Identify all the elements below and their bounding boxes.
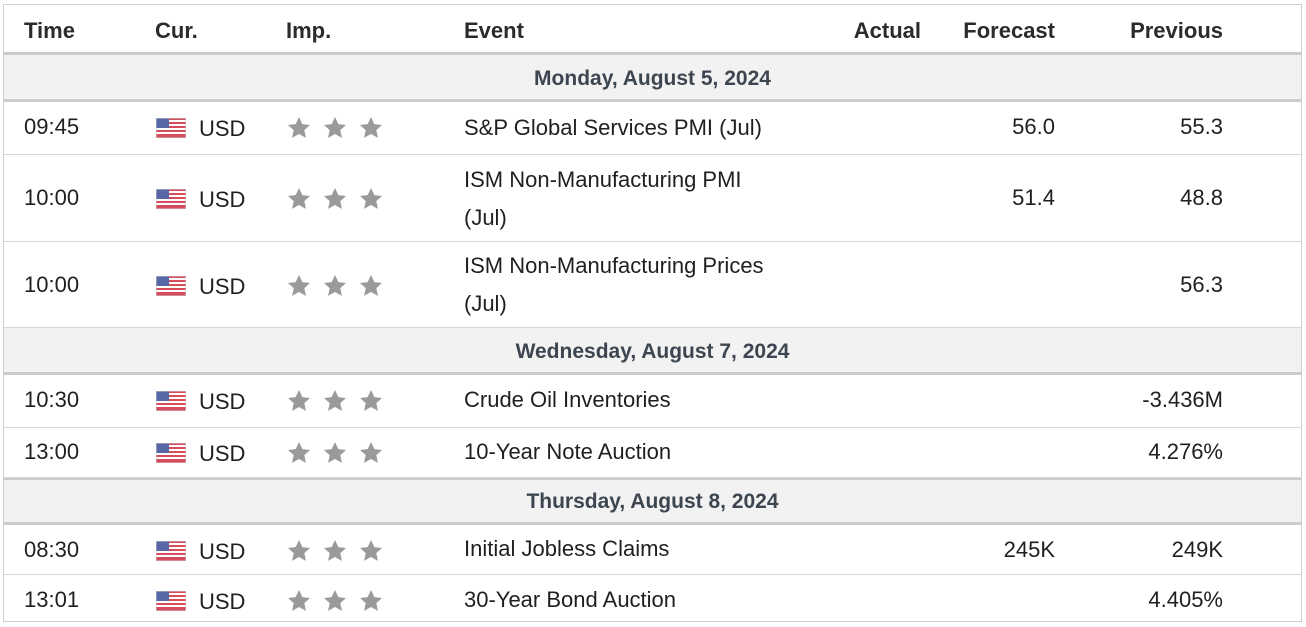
star-icon — [287, 589, 311, 611]
us-flag-icon — [156, 391, 186, 411]
header-time[interactable]: Time — [24, 18, 75, 43]
table-row[interactable]: 10:30 USD Crude Oil Inventories -3.436M — [4, 375, 1301, 428]
star-icon — [323, 389, 347, 411]
importance-stars — [286, 186, 384, 212]
row-event[interactable]: 10-Year Note Auction — [464, 439, 672, 464]
row-time: 10:00 — [24, 185, 80, 210]
star-icon — [287, 116, 311, 138]
table-row[interactable]: 09:45 USD S&P Global Services PMI (Jul) … — [4, 102, 1301, 155]
row-time: 13:00 — [24, 439, 80, 464]
us-flag-icon — [156, 276, 186, 296]
row-currency: USD — [199, 539, 246, 564]
row-time: 10:00 — [24, 272, 80, 297]
day-header: Thursday, August 8, 2024 — [4, 478, 1301, 525]
row-forecast: 51.4 — [1012, 185, 1055, 210]
star-icon — [323, 539, 347, 561]
header-forecast[interactable]: Forecast — [963, 18, 1055, 43]
row-previous: 4.405% — [1148, 587, 1223, 612]
row-event[interactable]: Initial Jobless Claims — [464, 536, 670, 561]
star-icon — [287, 539, 311, 561]
star-icon — [287, 389, 311, 411]
economic-calendar-table: Time Cur. Imp. Event Actual Forecast Pre… — [3, 4, 1302, 622]
us-flag-icon — [156, 118, 186, 138]
table-row[interactable]: 10:00 USD ISM Non-Manufacturing PMI (Jul… — [4, 155, 1301, 242]
star-icon — [323, 274, 347, 296]
star-icon — [323, 441, 347, 463]
table-row[interactable]: 13:01 USD 30-Year Bond Auction 4.405% — [4, 575, 1301, 627]
header-importance[interactable]: Imp. — [286, 18, 332, 43]
table-row[interactable]: 10:00 USD ISM Non-Manufacturing Prices (… — [4, 242, 1301, 328]
importance-stars — [286, 388, 384, 414]
row-forecast: 56.0 — [1012, 114, 1055, 139]
row-forecast: 245K — [1003, 537, 1055, 562]
table-header: Time Cur. Imp. Event Actual Forecast Pre… — [4, 5, 1301, 55]
row-currency: USD — [199, 116, 246, 141]
row-event[interactable]: ISM Non-Manufacturing Prices (Jul) — [464, 253, 764, 316]
importance-stars — [286, 588, 384, 614]
star-icon — [359, 187, 383, 209]
us-flag-icon — [156, 189, 186, 209]
row-event[interactable]: 30-Year Bond Auction — [464, 587, 677, 612]
header-event[interactable]: Event — [464, 18, 524, 43]
star-icon — [359, 539, 383, 561]
star-icon — [287, 187, 311, 209]
us-flag-icon — [156, 591, 186, 611]
row-currency: USD — [199, 274, 246, 299]
day-header: Wednesday, August 7, 2024 — [4, 328, 1301, 375]
row-time: 10:30 — [24, 387, 80, 412]
row-time: 09:45 — [24, 114, 80, 139]
row-previous: 249K — [1171, 537, 1223, 562]
row-currency: USD — [199, 589, 246, 614]
table-row[interactable]: 13:00 USD 10-Year Note Auction 4.276% — [4, 428, 1301, 478]
row-previous: -3.436M — [1142, 387, 1223, 412]
row-previous: 56.3 — [1180, 272, 1223, 297]
star-icon — [323, 116, 347, 138]
row-event[interactable]: S&P Global Services PMI (Jul) — [464, 115, 762, 140]
row-time: 08:30 — [24, 537, 80, 562]
star-icon — [359, 274, 383, 296]
table-row[interactable]: 08:30 USD Initial Jobless Claims 245K 24… — [4, 525, 1301, 575]
star-icon — [287, 441, 311, 463]
star-icon — [359, 441, 383, 463]
star-icon — [323, 187, 347, 209]
importance-stars — [286, 273, 384, 299]
star-icon — [359, 589, 383, 611]
row-time: 13:01 — [24, 587, 80, 612]
us-flag-icon — [156, 541, 186, 561]
row-currency: USD — [199, 187, 246, 212]
star-icon — [359, 116, 383, 138]
importance-stars — [286, 115, 384, 141]
row-event[interactable]: ISM Non-Manufacturing PMI (Jul) — [464, 167, 742, 230]
day-header: Monday, August 5, 2024 — [4, 55, 1301, 102]
row-currency: USD — [199, 389, 246, 414]
row-previous: 4.276% — [1148, 439, 1223, 464]
row-previous: 55.3 — [1180, 114, 1223, 139]
row-event[interactable]: Crude Oil Inventories — [464, 387, 671, 412]
star-icon — [359, 389, 383, 411]
importance-stars — [286, 440, 384, 466]
row-previous: 48.8 — [1180, 185, 1223, 210]
header-previous[interactable]: Previous — [1130, 18, 1223, 43]
row-currency: USD — [199, 441, 246, 466]
star-icon — [323, 589, 347, 611]
header-actual[interactable]: Actual — [853, 18, 921, 43]
star-icon — [287, 274, 311, 296]
header-currency[interactable]: Cur. — [155, 18, 198, 43]
us-flag-icon — [156, 443, 186, 463]
importance-stars — [286, 538, 384, 564]
